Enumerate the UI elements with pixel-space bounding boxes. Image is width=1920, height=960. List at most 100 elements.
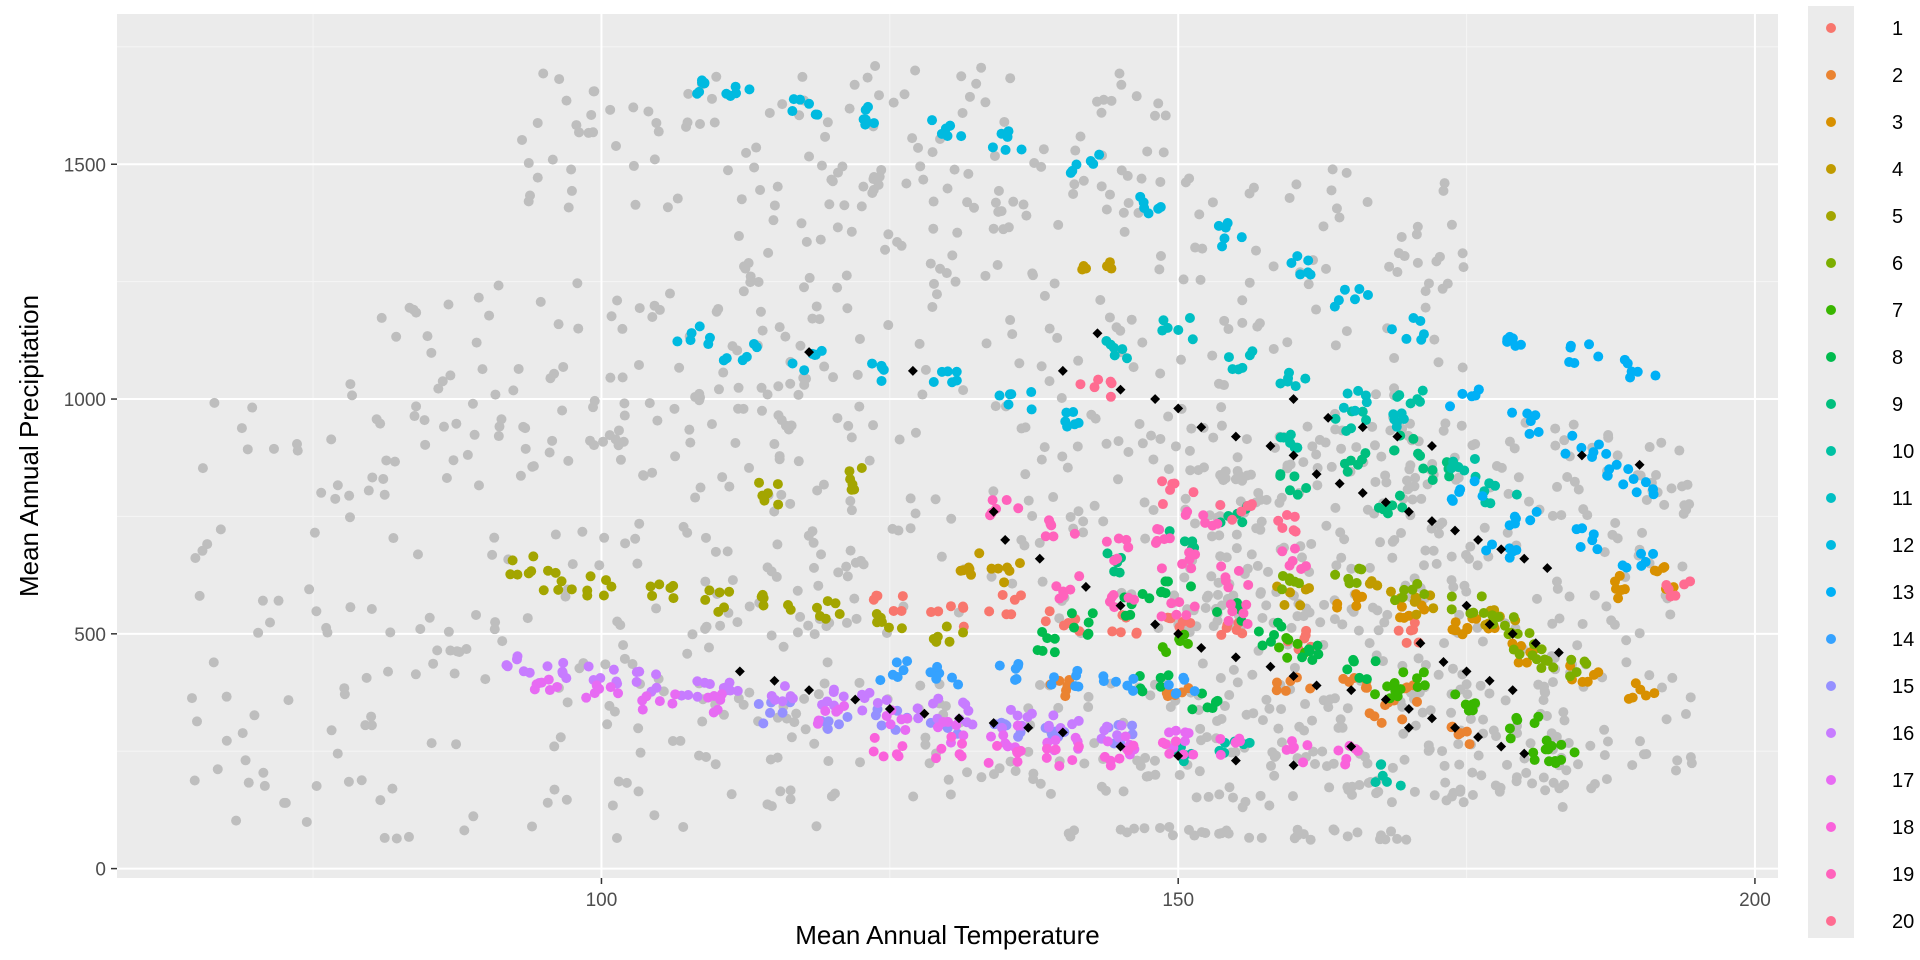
background-point	[542, 797, 553, 808]
data-point	[878, 751, 889, 762]
background-point	[1014, 358, 1025, 369]
data-point	[1271, 677, 1282, 688]
background-point	[1214, 530, 1225, 541]
background-point	[841, 561, 852, 572]
data-point	[651, 669, 662, 680]
data-point	[961, 717, 972, 728]
data-point	[704, 679, 715, 690]
background-point	[330, 493, 341, 504]
background-point	[611, 140, 622, 151]
background-point	[547, 154, 558, 165]
background-point	[727, 341, 738, 352]
data-point	[1592, 544, 1603, 555]
background-point	[480, 674, 491, 685]
background-point	[265, 617, 276, 628]
data-point	[724, 677, 735, 688]
background-point	[451, 418, 462, 429]
background-point	[774, 454, 785, 465]
data-point	[543, 674, 554, 685]
data-point	[1051, 581, 1062, 592]
background-point	[722, 165, 733, 176]
data-point	[1342, 466, 1353, 477]
background-point	[1195, 274, 1206, 285]
data-point	[1116, 720, 1127, 731]
highlight-point	[1034, 553, 1045, 564]
background-point	[547, 435, 558, 446]
background-point	[345, 602, 356, 613]
background-point	[1023, 495, 1034, 506]
background-point	[1248, 182, 1259, 193]
data-point	[1046, 520, 1057, 531]
data-point	[1539, 654, 1550, 665]
background-point	[1256, 832, 1267, 843]
background-point	[920, 364, 931, 375]
data-point	[1006, 609, 1017, 620]
legend-key	[1826, 587, 1836, 597]
highlight-point	[1427, 516, 1437, 527]
background-point	[1228, 792, 1239, 803]
highlight-point	[907, 365, 918, 376]
data-point	[1373, 502, 1384, 513]
background-point	[868, 184, 879, 195]
data-point	[1650, 370, 1661, 381]
background-point	[571, 120, 582, 131]
background-point	[1186, 423, 1197, 434]
background-point	[1083, 691, 1094, 702]
series-12	[672, 75, 1429, 432]
background-point	[1440, 777, 1451, 788]
data-point	[1162, 322, 1173, 333]
background-point	[192, 716, 203, 727]
highlight-point	[1427, 441, 1437, 451]
background-point	[1216, 713, 1227, 724]
data-point	[1001, 495, 1012, 506]
background-point	[1305, 834, 1316, 845]
background-point	[1627, 760, 1638, 771]
background-point	[1352, 827, 1363, 838]
background-point	[589, 440, 600, 451]
background-point	[1346, 563, 1357, 574]
background-point	[804, 272, 815, 283]
data-point	[1158, 315, 1169, 326]
legend-key	[1826, 822, 1836, 832]
data-point	[779, 681, 790, 692]
background-point	[468, 811, 479, 822]
data-point	[885, 719, 896, 730]
background-point	[1197, 658, 1208, 669]
data-point	[1418, 463, 1429, 474]
background-point	[1556, 510, 1567, 521]
data-point	[1037, 626, 1048, 637]
data-point	[713, 606, 724, 617]
data-point	[1016, 144, 1027, 155]
background-point	[459, 825, 470, 836]
background-point	[946, 513, 957, 524]
background-point	[1065, 831, 1076, 842]
background-point	[744, 687, 755, 698]
data-point	[1415, 315, 1426, 326]
data-point	[1397, 714, 1408, 725]
data-point	[637, 695, 648, 706]
background-point	[1228, 664, 1239, 675]
data-point	[1533, 426, 1544, 437]
background-point	[1572, 640, 1583, 651]
background-point	[1525, 738, 1536, 749]
background-point	[428, 658, 439, 669]
background-point	[930, 494, 941, 505]
background-point	[1335, 714, 1346, 725]
background-point	[797, 71, 808, 82]
background-point	[1637, 527, 1648, 538]
background-point	[822, 117, 833, 128]
data-point	[1342, 388, 1353, 399]
data-point	[754, 477, 765, 488]
data-point	[1127, 720, 1138, 731]
data-point	[1305, 269, 1316, 280]
background-point	[1308, 746, 1319, 757]
background-point	[880, 244, 891, 255]
background-point	[1373, 625, 1384, 636]
background-point	[1328, 824, 1339, 835]
background-point	[849, 79, 860, 90]
data-point	[1179, 736, 1190, 747]
data-point	[1587, 452, 1598, 463]
data-point	[1508, 644, 1519, 655]
data-point	[1290, 381, 1301, 392]
background-point	[634, 518, 645, 529]
